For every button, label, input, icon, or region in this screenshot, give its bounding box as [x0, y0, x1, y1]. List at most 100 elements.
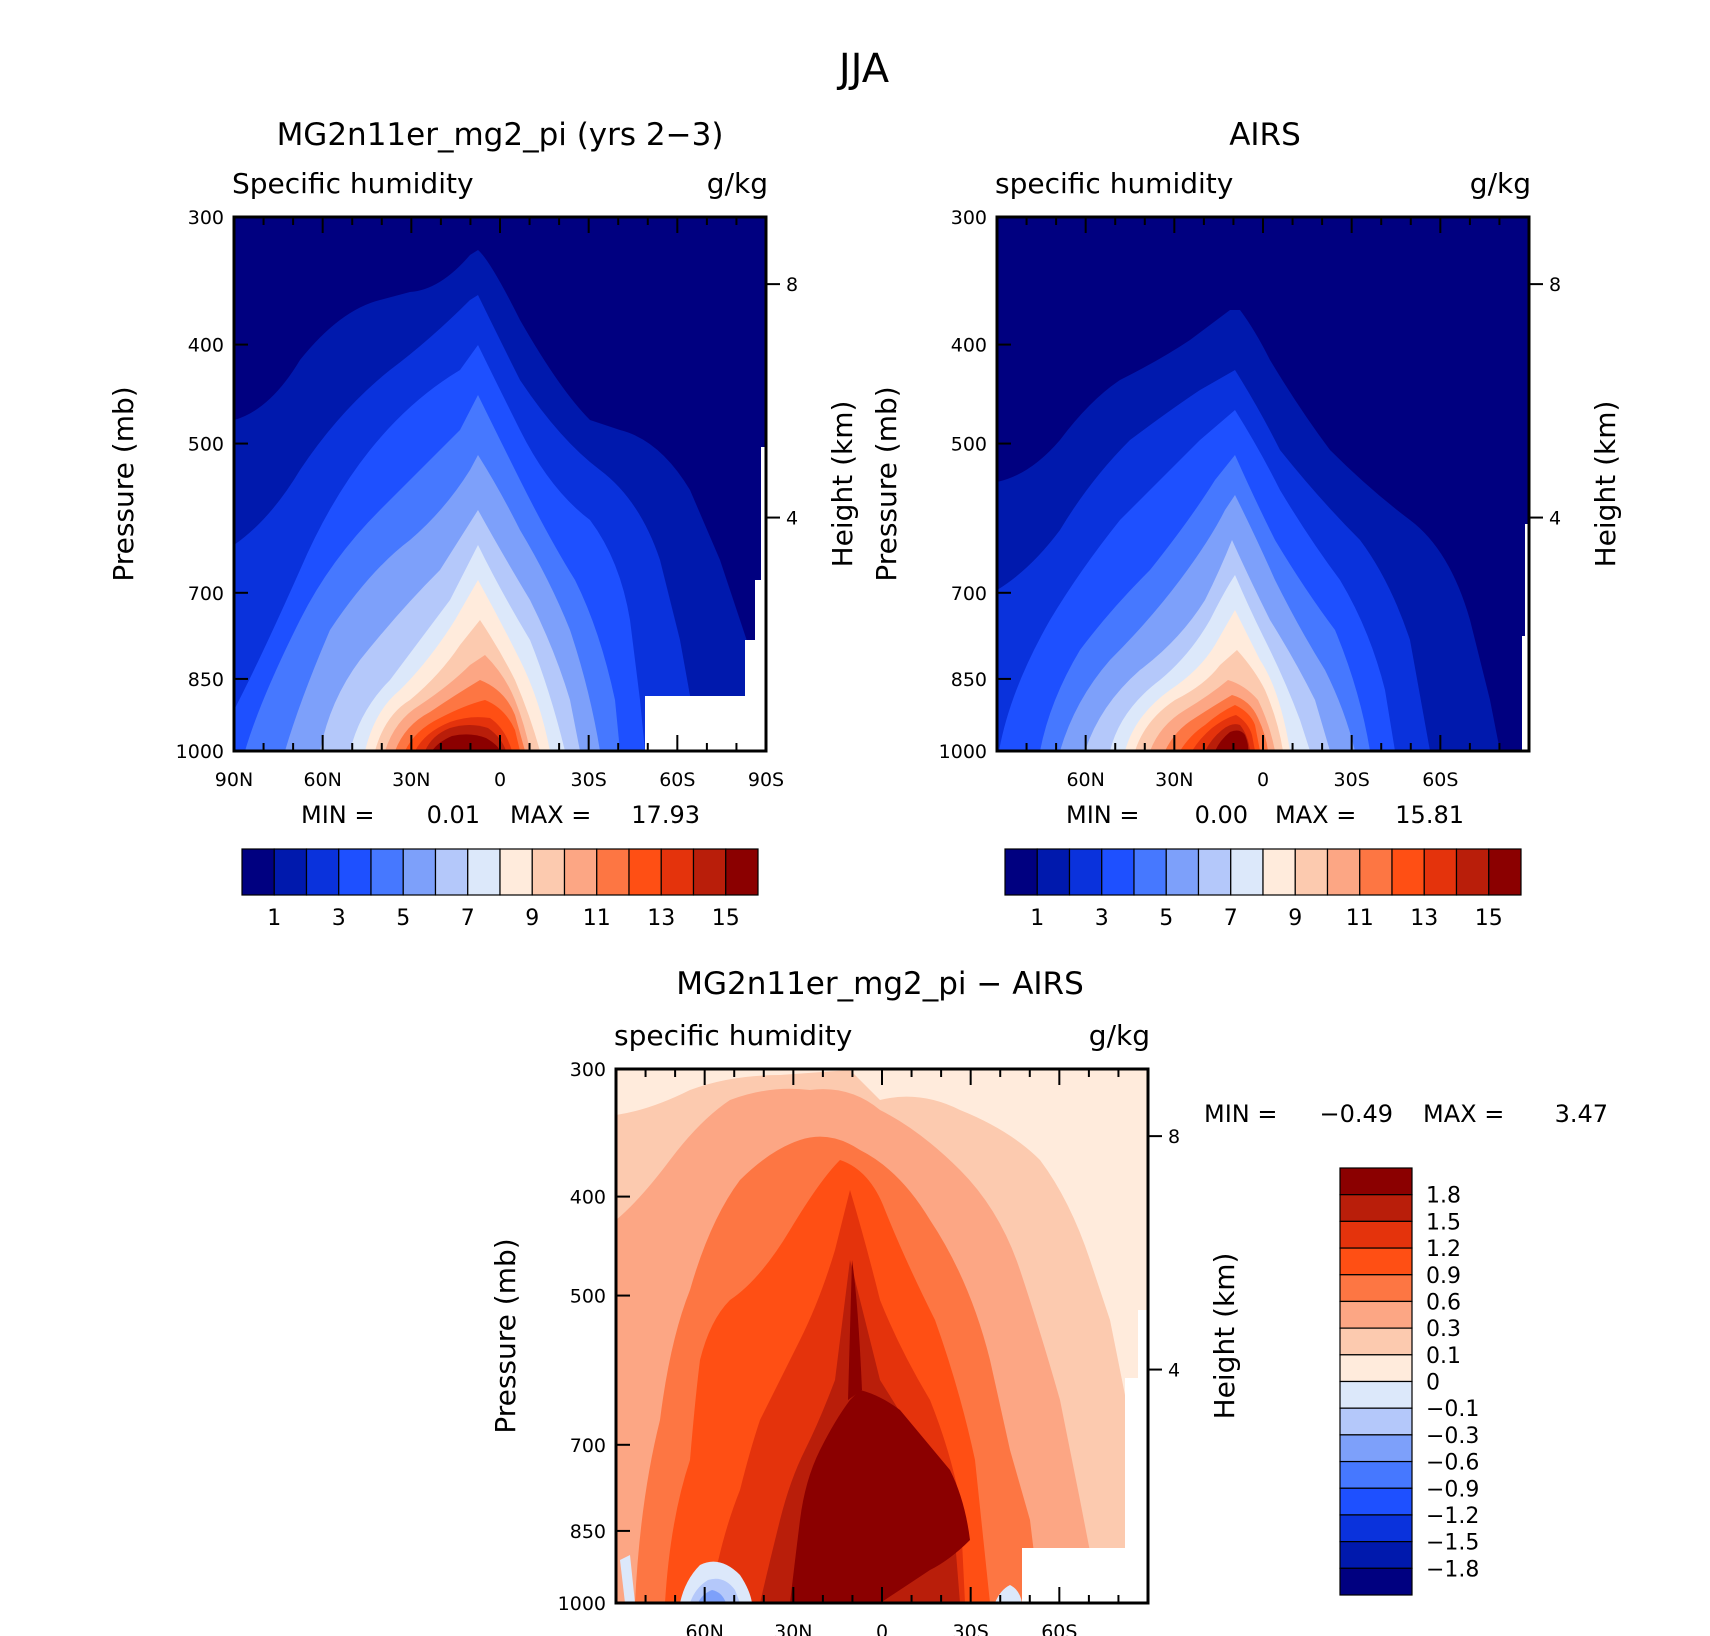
missing-data-region — [761, 447, 766, 580]
x-tick-label: 30N — [1155, 769, 1193, 791]
colorbar-box — [1339, 1274, 1413, 1303]
missing-data-region — [745, 640, 766, 696]
colorbar-box — [1359, 848, 1393, 896]
y-tick-label: 700 — [570, 1435, 606, 1457]
colorbar-box — [273, 848, 308, 896]
contour-level-16 — [1215, 730, 1249, 751]
panel-model-max-value: 17.93 — [631, 801, 700, 829]
colorbar-box — [1339, 1487, 1413, 1516]
colorbar-label: 0.9 — [1426, 1264, 1461, 1289]
y-tick-label: 400 — [570, 1187, 606, 1209]
y-right-tick-label: 4 — [786, 508, 798, 530]
colorbar-label: 15 — [1475, 906, 1503, 931]
colorbar-box — [241, 848, 275, 896]
panel-model-min-label: MIN = — [301, 801, 374, 829]
panel-diff: MG2n11er_mg2_pi − AIRS specific humidity… — [489, 966, 1608, 1636]
y-right-tick-label: 8 — [786, 274, 798, 296]
panel-model-left-label: Specific humidity — [232, 167, 474, 200]
colorbar-box — [1339, 1194, 1413, 1222]
panel-diff-title: MG2n11er_mg2_pi − AIRS — [676, 966, 1084, 1002]
contour-level-16 — [432, 734, 500, 751]
panel-model-contours — [234, 217, 766, 751]
colorbar-label: 9 — [1288, 906, 1302, 931]
panel-diff-max-label: MAX = — [1423, 1100, 1504, 1128]
y-tick-label: 1000 — [939, 741, 987, 763]
y-tick-label: 500 — [188, 434, 224, 456]
colorbar-label: −1.8 — [1426, 1557, 1479, 1582]
colorbar-box — [1165, 848, 1200, 896]
colorbar-label: 9 — [525, 906, 539, 931]
colorbar-box — [1339, 1167, 1413, 1196]
contour-level-above-1.8-core — [848, 1260, 862, 1400]
x-tick-label: 60N — [685, 1621, 723, 1636]
colorbar-label: −1.5 — [1426, 1531, 1479, 1556]
panel-diff-right-label: g/kg — [1089, 1019, 1150, 1052]
contour-level-0-neg0.1 — [620, 1555, 635, 1603]
colorbar-label: 0.1 — [1426, 1344, 1461, 1369]
colorbar-box — [660, 848, 695, 896]
colorbar-box — [628, 848, 662, 896]
colorbar-box — [1197, 848, 1232, 896]
y-tick-label: 850 — [951, 669, 987, 691]
x-tick-label: 0 — [494, 769, 506, 791]
colorbar-label: 5 — [1159, 906, 1173, 931]
panel-diff-ylabel-right: Height (km) — [1208, 1253, 1241, 1420]
colorbar-box — [1339, 1460, 1413, 1489]
x-tick-label: 60S — [1422, 769, 1458, 791]
colorbar-box — [1455, 848, 1490, 896]
panel-model: MG2n11er_mg2_pi (yrs 2−3) Specific humid… — [107, 117, 859, 931]
colorbar-box — [1423, 848, 1458, 896]
x-tick-label: 30S — [571, 769, 607, 791]
colorbar-label: 0.6 — [1426, 1290, 1461, 1315]
colorbar-label: 1 — [1030, 906, 1044, 931]
missing-data-region — [755, 580, 766, 640]
colorbar-label: −0.6 — [1426, 1451, 1479, 1476]
colorbar-box — [1068, 848, 1103, 896]
colorbar-box — [1230, 848, 1264, 896]
colorbar-box — [1339, 1247, 1413, 1276]
x-tick-label: 60N — [1066, 769, 1104, 791]
colorbar-label: 13 — [647, 906, 675, 931]
missing-data-region — [1125, 1378, 1148, 1548]
colorbar-box — [1391, 848, 1425, 896]
y-tick-label: 500 — [951, 434, 987, 456]
missing-data-region — [645, 696, 766, 751]
y-tick-label: 700 — [951, 583, 987, 605]
panel-obs-max-label: MAX = — [1275, 801, 1356, 829]
y-tick-label: 700 — [188, 583, 224, 605]
x-tick-label: 30S — [1334, 769, 1370, 791]
y-right-tick-label: 4 — [1168, 1360, 1180, 1382]
colorbar-box — [1004, 848, 1038, 896]
colorbar-box — [1262, 848, 1296, 896]
colorbar-box — [1339, 1567, 1413, 1596]
x-tick-label: 0 — [876, 1621, 888, 1636]
colorbar-box — [1339, 1300, 1413, 1329]
colorbar-box — [596, 848, 630, 896]
colorbar-box — [338, 848, 372, 896]
colorbar-box — [1294, 848, 1329, 896]
colorbar-label: −0.1 — [1426, 1397, 1479, 1422]
panel-obs-left-label: specific humidity — [995, 167, 1233, 200]
x-tick-label: 0 — [1257, 769, 1269, 791]
missing-data-region — [1138, 1310, 1148, 1378]
missing-data-region — [1525, 524, 1529, 636]
colorbar-label: −1.2 — [1426, 1504, 1479, 1529]
y-right-tick-label: 8 — [1549, 274, 1561, 296]
y-right-tick-label: 4 — [1549, 508, 1561, 530]
colorbar-box — [499, 848, 533, 896]
colorbar-box — [434, 848, 469, 896]
x-tick-label: 30N — [392, 769, 430, 791]
y-tick-label: 300 — [188, 207, 224, 229]
y-tick-label: 300 — [570, 1059, 606, 1081]
y-tick-label: 500 — [570, 1286, 606, 1308]
colorbar-label: 15 — [712, 906, 740, 931]
x-tick-label: 90S — [748, 769, 784, 791]
colorbar-box — [1339, 1220, 1413, 1249]
colorbar-box — [1339, 1327, 1413, 1356]
contour-level-0-neg0.1 — [995, 1585, 1022, 1603]
panel-diff-min-value: −0.49 — [1319, 1100, 1393, 1128]
panel-diff-max-value: 3.47 — [1555, 1100, 1608, 1128]
panel-obs-min-label: MIN = — [1066, 801, 1139, 829]
panel-obs-right-label: g/kg — [1470, 167, 1531, 200]
x-tick-label: 60S — [1041, 1621, 1077, 1636]
